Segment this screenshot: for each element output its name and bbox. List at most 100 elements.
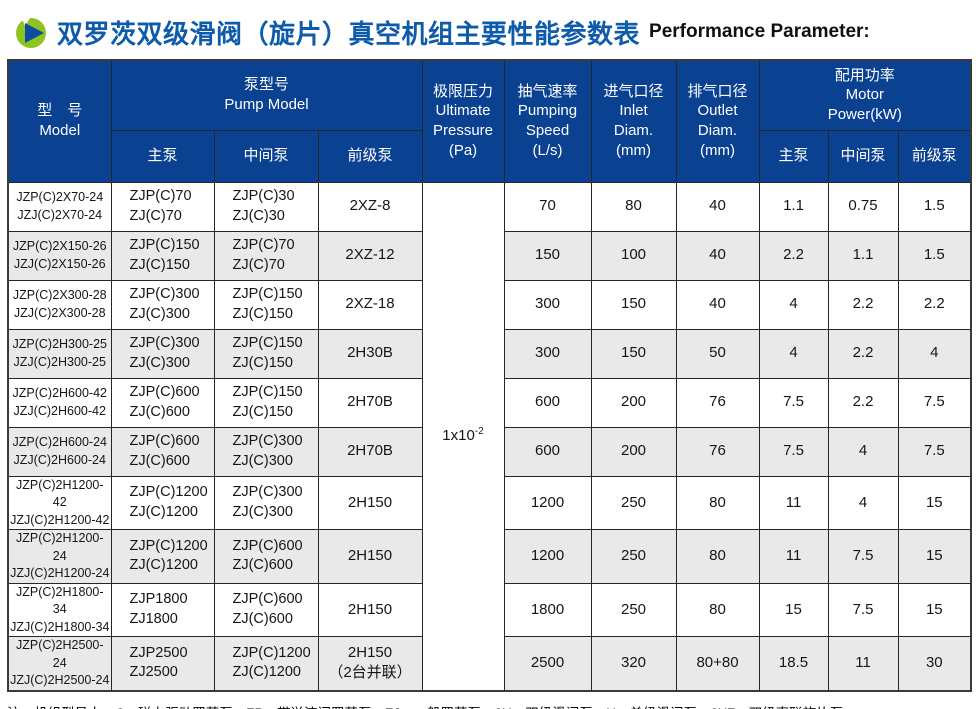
fore-pump-cell: 2H70B [317, 377, 423, 428]
power-fore-cell: 2.2 [897, 279, 972, 330]
power-fore-cell: 1.5 [897, 181, 972, 232]
model-cell: JZP(C)2X150-26 JZJ(C)2X150-26 [7, 230, 112, 281]
fore-pump-cell: 2XZ-12 [317, 230, 423, 281]
fore-pump-cell: 2H150 [317, 475, 423, 530]
power-main-cell: 11 [758, 529, 829, 584]
power-middle-cell: 11 [827, 636, 899, 691]
model-cell: JZP(C)2X300-28 JZJ(C)2X300-28 [7, 279, 112, 330]
inlet-diam-cell: 200 [590, 377, 677, 428]
main-pump-cell: ZJP(C)300 ZJ(C)300 [110, 279, 215, 330]
outlet-diam-cell: 40 [675, 181, 760, 232]
power-main-cell: 7.5 [758, 377, 829, 428]
outlet-diam-cell: 80 [675, 529, 760, 584]
table-row: JZP(C)2X70-24 JZJ(C)2X70-24 ZJP(C)70 ZJ(… [7, 181, 972, 691]
page-title-en: Performance Parameter: [649, 21, 870, 42]
power-middle-cell: 4 [827, 426, 899, 477]
model-cell: JZP(C)2H600-42 JZJ(C)2H600-42 [7, 377, 112, 428]
header-outlet-diam: 排气口径 Outlet Diam. (mm) [675, 59, 760, 183]
model-cell: JZP(C)2H1200-24 JZJ(C)2H1200-24 [7, 529, 112, 584]
inlet-diam-cell: 100 [590, 230, 677, 281]
power-fore-cell: 7.5 [897, 426, 972, 477]
model-cell: JZP(C)2H2500-24 JZJ(C)2H2500-24 [7, 636, 112, 691]
pumping-speed-cell: 300 [503, 328, 592, 379]
main-pump-cell: ZJP(C)1200 ZJ(C)1200 [110, 529, 215, 584]
table-row: JZP(C)2X150-26 JZJ(C)2X150-26 ZJP(C)150 … [7, 230, 972, 281]
table-row: JZP(C)2H1200-24 JZJ(C)2H1200-24 ZJP(C)12… [7, 529, 972, 584]
middle-pump-cell: ZJP(C)150 ZJ(C)150 [213, 377, 319, 428]
inlet-diam-cell: 80 [590, 181, 677, 232]
power-middle-cell: 2.2 [827, 328, 899, 379]
pumping-speed-cell: 70 [503, 181, 592, 232]
middle-pump-cell: ZJP(C)150 ZJ(C)150 [213, 328, 319, 379]
main-pump-cell: ZJP(C)1200 ZJ(C)1200 [110, 475, 215, 530]
power-fore-cell: 4 [897, 328, 972, 379]
power-main-cell: 2.2 [758, 230, 829, 281]
pumping-speed-cell: 600 [503, 377, 592, 428]
fore-pump-cell: 2H70B [317, 426, 423, 477]
inlet-diam-cell: 250 [590, 529, 677, 584]
ultimate-pressure-cell: 1x10-2 [421, 181, 505, 691]
middle-pump-cell: ZJP(C)300 ZJ(C)300 [213, 426, 319, 477]
power-fore-cell: 15 [897, 582, 972, 637]
table-header: 型 号 Model 泵型号 Pump Model 极限压力 Ultimate P… [7, 59, 972, 183]
power-main-cell: 7.5 [758, 426, 829, 477]
table-row: JZP(C)2X300-28 JZJ(C)2X300-28 ZJP(C)300 … [7, 279, 972, 330]
power-main-cell: 18.5 [758, 636, 829, 691]
power-middle-cell: 4 [827, 475, 899, 530]
pumping-speed-cell: 1800 [503, 582, 592, 637]
inlet-diam-cell: 150 [590, 328, 677, 379]
pumping-speed-cell: 600 [503, 426, 592, 477]
power-fore-cell: 15 [897, 529, 972, 584]
fore-pump-cell: 2H30B [317, 328, 423, 379]
header-pumping-speed: 抽气速率 Pumping Speed (L/s) [503, 59, 592, 183]
header-pump-model-group: 泵型号 Pump Model [110, 59, 423, 131]
fore-pump-cell: 2H150 [317, 582, 423, 637]
fore-pump-cell: 2H150 [317, 529, 423, 584]
inlet-diam-cell: 250 [590, 475, 677, 530]
power-middle-cell: 0.75 [827, 181, 899, 232]
model-cell: JZP(C)2H300-25 JZJ(C)2H300-25 [7, 328, 112, 379]
outlet-diam-cell: 76 [675, 377, 760, 428]
power-middle-cell: 2.2 [827, 279, 899, 330]
middle-pump-cell: ZJP(C)300 ZJ(C)300 [213, 475, 319, 530]
header-inlet-diam: 进气口径 Inlet Diam. (mm) [590, 59, 677, 183]
power-middle-cell: 7.5 [827, 529, 899, 584]
power-fore-cell: 7.5 [897, 377, 972, 428]
page-title: 双罗茨双级滑阀（旋片）真空机组主要性能参数表 [57, 18, 641, 49]
model-cell: JZP(C)2H1200-42 JZJ(C)2H1200-42 [7, 475, 112, 530]
power-fore-cell: 30 [897, 636, 972, 691]
outlet-diam-cell: 50 [675, 328, 760, 379]
power-main-cell: 15 [758, 582, 829, 637]
table-row: JZP(C)2H1800-34 JZJ(C)2H1800-34 ZJP1800 … [7, 582, 972, 637]
outlet-diam-cell: 80 [675, 582, 760, 637]
inlet-diam-cell: 200 [590, 426, 677, 477]
header-ultimate-pressure: 极限压力 Ultimate Pressure (Pa) [421, 59, 505, 183]
model-cell: JZP(C)2H600-24 JZJ(C)2H600-24 [7, 426, 112, 477]
header-fore-pump: 前级泵 [317, 129, 423, 183]
pressure-exponent: -2 [474, 426, 484, 438]
outlet-diam-cell: 40 [675, 230, 760, 281]
main-pump-cell: ZJP1800 ZJ1800 [110, 582, 215, 637]
play-bullet-icon [16, 15, 46, 48]
table-row: JZP(C)2H1200-42 JZJ(C)2H1200-42 ZJP(C)12… [7, 475, 972, 530]
header-power-middle-pump: 中间泵 [827, 129, 899, 183]
header-main-pump: 主泵 [110, 129, 215, 183]
header-model: 型 号 Model [7, 59, 112, 183]
inlet-diam-cell: 150 [590, 279, 677, 330]
pumping-speed-cell: 150 [503, 230, 592, 281]
model-cell: JZP(C)2H1800-34 JZJ(C)2H1800-34 [7, 582, 112, 637]
fore-pump-cell: 2XZ-18 [317, 279, 423, 330]
middle-pump-cell: ZJP(C)1200 ZJ(C)1200 [213, 636, 319, 691]
power-main-cell: 4 [758, 328, 829, 379]
header-power-fore-pump: 前级泵 [897, 129, 972, 183]
main-pump-cell: ZJP(C)600 ZJ(C)600 [110, 377, 215, 428]
table-row: JZP(C)2H600-42 JZJ(C)2H600-42 ZJP(C)600 … [7, 377, 972, 428]
middle-pump-cell: ZJP(C)600 ZJ(C)600 [213, 529, 319, 584]
header-motor-power-group: 配用功率 Motor Power(kW) [758, 59, 972, 131]
main-pump-cell: ZJP(C)300 ZJ(C)300 [110, 328, 215, 379]
power-fore-cell: 15 [897, 475, 972, 530]
performance-parameter-table: 型 号 Model 泵型号 Pump Model 极限压力 Ultimate P… [7, 59, 973, 692]
main-pump-cell: ZJP(C)600 ZJ(C)600 [110, 426, 215, 477]
table-row: JZP(C)2H2500-24 JZJ(C)2H2500-24 ZJP2500 … [7, 636, 972, 691]
inlet-diam-cell: 250 [590, 582, 677, 637]
